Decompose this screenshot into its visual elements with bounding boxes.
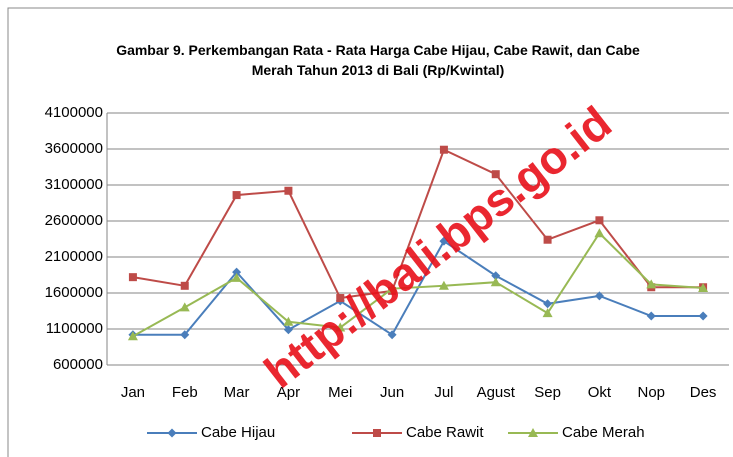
y-tick-label: 3100000 — [45, 176, 103, 193]
y-tick-label: 1600000 — [45, 284, 103, 301]
marker — [387, 283, 398, 293]
x-tick-label: Agust — [477, 384, 516, 401]
marker — [543, 299, 553, 309]
marker — [594, 228, 605, 238]
x-tick-label: Des — [690, 384, 717, 401]
x-tick-label: Okt — [588, 384, 612, 401]
legend-label: Cabe Rawit — [406, 424, 484, 441]
x-tick-label: Mei — [328, 384, 352, 401]
marker — [698, 311, 708, 321]
marker — [180, 330, 190, 340]
marker — [439, 236, 449, 246]
marker — [283, 325, 293, 335]
legend-label: Cabe Hijau — [201, 424, 275, 441]
marker — [180, 281, 189, 290]
x-tick-label: Apr — [277, 384, 300, 401]
chart-title: Gambar 9. Perkembangan Rata - Rata Harga… — [116, 42, 640, 78]
series-line — [132, 148, 704, 300]
marker — [283, 316, 294, 326]
marker — [528, 428, 538, 437]
marker — [336, 294, 345, 303]
marker — [167, 428, 177, 438]
marker — [179, 302, 190, 312]
marker — [646, 279, 657, 289]
marker — [127, 331, 138, 341]
y-tick-label: 600000 — [53, 356, 103, 373]
marker — [490, 277, 501, 287]
marker — [128, 273, 137, 282]
x-tick-label: Nop — [637, 384, 665, 401]
x-tick-label: Feb — [172, 384, 198, 401]
y-tick-label: 2100000 — [45, 248, 103, 265]
marker — [543, 235, 552, 244]
y-tick-label: 4100000 — [45, 104, 103, 121]
marker — [594, 291, 604, 301]
x-tick-label: Sep — [534, 384, 561, 401]
x-tick-label: Jan — [121, 384, 145, 401]
marker — [491, 271, 501, 281]
chart-border — [7, 7, 733, 457]
marker — [698, 282, 709, 292]
watermark-group: http://bali.bps.go.id — [255, 96, 621, 398]
marker — [542, 308, 553, 318]
x-tick-label: Jun — [380, 384, 404, 401]
y-tick-label: 2600000 — [45, 212, 103, 229]
x-tick-label: Mar — [224, 384, 250, 401]
marker — [232, 191, 241, 200]
marker — [231, 272, 242, 282]
marker — [373, 429, 381, 437]
y-tick-label: 3600000 — [45, 140, 103, 157]
marker — [387, 330, 397, 340]
series-line — [132, 231, 704, 338]
marker — [595, 216, 604, 225]
y-tick-label: 1100000 — [46, 320, 103, 337]
marker — [439, 145, 448, 154]
watermark: http://bali.bps.go.id — [255, 96, 621, 398]
marker — [335, 322, 346, 332]
x-tick-label: Jul — [434, 384, 453, 401]
marker — [438, 280, 449, 290]
marker — [491, 170, 500, 179]
marker — [232, 267, 242, 277]
marker — [284, 186, 293, 195]
legend-label: Cabe Merah — [562, 424, 645, 441]
marker — [646, 311, 656, 321]
